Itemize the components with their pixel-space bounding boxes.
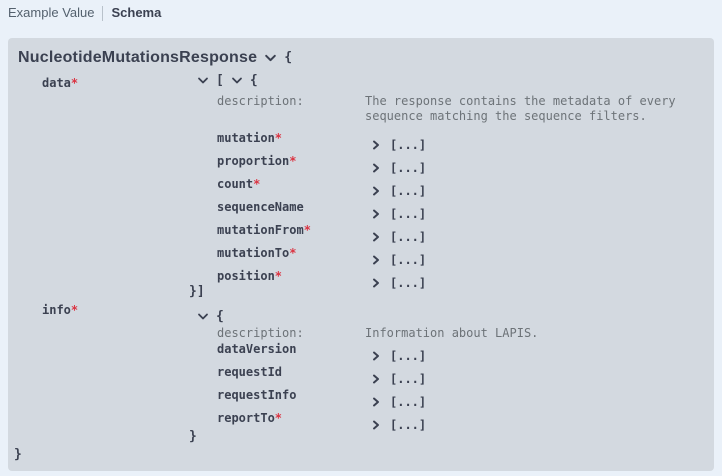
- property-name: dataVersion: [217, 342, 297, 356]
- tab-example-value[interactable]: Example Value: [8, 5, 95, 20]
- chevron-down-icon[interactable]: [197, 311, 209, 323]
- property-name: sequenceName: [217, 200, 304, 214]
- required-star: *: [274, 411, 283, 425]
- property-row: requestId: [217, 363, 282, 381]
- field-row-info: info*: [42, 301, 78, 319]
- collapsed-model-toggle[interactable]: [...]: [371, 230, 426, 244]
- property-name: mutationTo: [217, 246, 290, 260]
- collapsed-brackets: [...]: [390, 276, 427, 290]
- collapsed-brackets: [...]: [390, 230, 427, 244]
- chevron-right-icon: [371, 185, 381, 197]
- chevron-down-icon[interactable]: [231, 75, 243, 87]
- schema-panel: NucleotideMutationsResponse { data* [ { …: [8, 38, 714, 471]
- collapsed-brackets: [...]: [390, 253, 427, 267]
- property-row: requestInfo: [217, 386, 296, 404]
- required-star: *: [274, 269, 283, 283]
- required-star: *: [274, 131, 283, 145]
- chevron-right-icon: [371, 231, 381, 243]
- collapsed-model-toggle[interactable]: [...]: [371, 418, 426, 432]
- required-star: *: [70, 76, 79, 90]
- property-name: requestId: [217, 365, 283, 379]
- description-text: The response contains the metadata of ev…: [365, 94, 676, 123]
- collapsed-model-toggle[interactable]: [...]: [371, 276, 426, 290]
- chevron-down-icon[interactable]: [197, 75, 209, 87]
- chevron-right-icon: [371, 208, 381, 220]
- info-object-prefix: {: [197, 310, 224, 324]
- root-open-brace: {: [284, 50, 293, 65]
- collapsed-brackets: [...]: [390, 418, 427, 432]
- collapsed-brackets: [...]: [390, 207, 427, 221]
- description-label: description:: [217, 94, 304, 108]
- field-row-data: data*: [42, 74, 78, 92]
- property-name: count: [217, 177, 254, 191]
- data-close-brackets: }]: [189, 284, 205, 299]
- model-title: NucleotideMutationsResponse: [18, 49, 258, 66]
- property-name: mutationFrom: [217, 223, 304, 237]
- required-star: *: [303, 223, 311, 237]
- property-row: proportion*: [217, 152, 296, 170]
- property-row: dataVersion: [217, 340, 296, 358]
- required-star: *: [289, 246, 297, 260]
- field-name-info: info: [42, 303, 71, 317]
- required-star: *: [70, 303, 79, 317]
- property-row: mutationTo*: [217, 244, 296, 262]
- property-name: position: [217, 269, 275, 283]
- property-row: sequenceName: [217, 198, 304, 216]
- tabs-divider: [102, 5, 104, 21]
- object-open-brace: {: [249, 73, 258, 88]
- property-name: proportion: [217, 154, 290, 168]
- property-row: position*: [217, 267, 282, 285]
- root-close-brace: }: [14, 447, 22, 462]
- description-label: description:: [217, 326, 304, 340]
- collapsed-brackets: [...]: [390, 349, 427, 363]
- property-row: reportTo*: [217, 409, 282, 427]
- data-array-prefix: [ {: [197, 74, 258, 88]
- collapsed-model-toggle[interactable]: [...]: [371, 207, 426, 221]
- property-row: mutationFrom*: [217, 221, 311, 239]
- info-close-brace: }: [189, 429, 197, 444]
- collapsed-model-toggle[interactable]: [...]: [371, 138, 426, 152]
- object-open-brace: {: [216, 309, 224, 324]
- chevron-right-icon: [371, 373, 381, 385]
- chevron-right-icon: [371, 419, 381, 431]
- required-star: *: [253, 177, 261, 191]
- collapsed-brackets: [...]: [390, 184, 427, 198]
- collapsed-brackets: [...]: [390, 372, 427, 386]
- collapsed-model-toggle[interactable]: [...]: [371, 349, 426, 363]
- field-name-data: data: [42, 76, 71, 90]
- property-name: requestInfo: [217, 388, 297, 402]
- property-name: mutation: [217, 131, 275, 145]
- collapsed-model-toggle[interactable]: [...]: [371, 395, 426, 409]
- chevron-right-icon: [371, 350, 381, 362]
- model-title-toggle[interactable]: NucleotideMutationsResponse {: [18, 49, 292, 67]
- collapsed-brackets: [...]: [390, 395, 427, 409]
- chevron-right-icon: [371, 254, 381, 266]
- collapsed-model-toggle[interactable]: [...]: [371, 372, 426, 386]
- chevron-down-icon[interactable]: [264, 52, 277, 65]
- property-row: mutation*: [217, 129, 282, 147]
- array-open-bracket: [: [216, 73, 224, 88]
- description-text: Information about LAPIS.: [365, 326, 539, 340]
- tab-schema[interactable]: Schema: [111, 5, 162, 20]
- chevron-right-icon: [371, 396, 381, 408]
- required-star: *: [289, 154, 297, 168]
- property-row: count*: [217, 175, 260, 193]
- collapsed-model-toggle[interactable]: [...]: [371, 161, 426, 175]
- property-name: reportTo: [217, 411, 275, 425]
- chevron-right-icon: [371, 162, 381, 174]
- collapsed-brackets: [...]: [390, 138, 427, 152]
- chevron-right-icon: [371, 277, 381, 289]
- chevron-right-icon: [371, 139, 381, 151]
- collapsed-brackets: [...]: [390, 161, 427, 175]
- collapsed-model-toggle[interactable]: [...]: [371, 184, 426, 198]
- collapsed-model-toggle[interactable]: [...]: [371, 253, 426, 267]
- model-example-tabs: Example Value Schema: [8, 5, 161, 21]
